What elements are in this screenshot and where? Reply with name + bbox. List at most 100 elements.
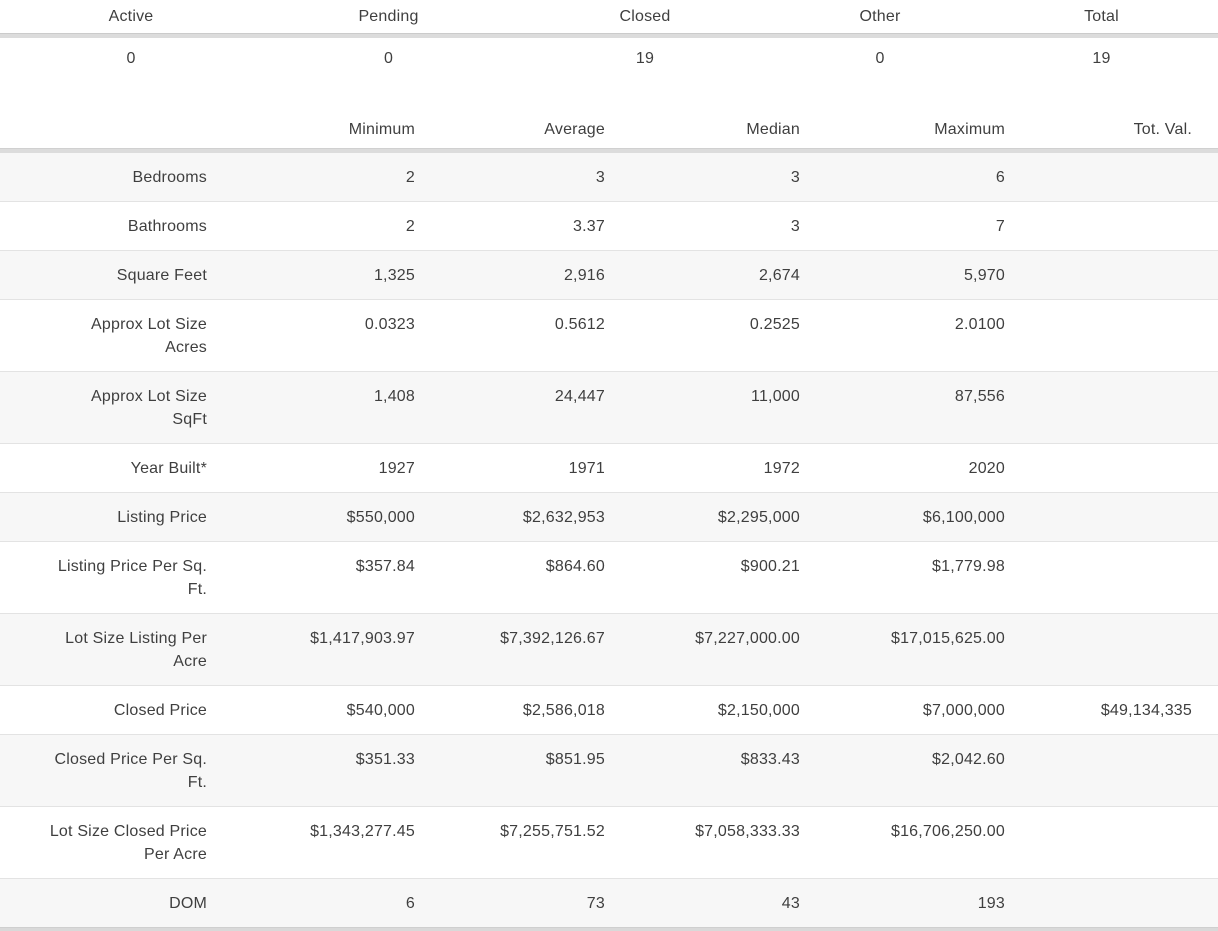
minimum-cell: $357.84 [215,542,425,614]
average-cell: $864.60 [425,542,615,614]
stats-header-minimum: Minimum [215,103,425,149]
summary-count-active: 0 [0,38,262,79]
minimum-cell: 0.0323 [215,300,425,372]
average-cell: $851.95 [425,735,615,807]
total-value-cell [1015,202,1218,251]
median-cell: 0.2525 [615,300,810,372]
total-value-cell [1015,542,1218,614]
average-cell: 2,916 [425,251,615,300]
row-label: Year Built* [0,444,215,493]
total-value-cell [1015,807,1218,879]
minimum-cell: 6 [215,879,425,928]
row-label: Lot Size Listing Per Acre [0,614,215,686]
listing-status-summary-table: Active Pending Closed Other Total 0 0 19… [0,0,1218,79]
summary-header-active: Active [0,0,262,34]
table-row-approx-lot-size-sqft: Approx Lot Size SqFt 1,408 24,447 11,000… [0,372,1218,444]
average-cell: 24,447 [425,372,615,444]
summary-count-pending: 0 [262,38,515,79]
maximum-cell: 87,556 [810,372,1015,444]
summary-header-row: Active Pending Closed Other Total [0,0,1218,34]
table-row-square-feet: Square Feet 1,325 2,916 2,674 5,970 [0,251,1218,300]
average-cell: $7,392,126.67 [425,614,615,686]
table-row-listing-price: Listing Price $550,000 $2,632,953 $2,295… [0,493,1218,542]
summary-header-other: Other [775,0,985,34]
minimum-cell: $540,000 [215,686,425,735]
maximum-cell: $17,015,625.00 [810,614,1015,686]
summary-count-total: 19 [985,38,1218,79]
maximum-cell: 6 [810,153,1015,202]
average-cell: $2,586,018 [425,686,615,735]
summary-header-total: Total [985,0,1218,34]
minimum-cell: 2 [215,153,425,202]
table-row-lot-size-closed-price-per-acre: Lot Size Closed Price Per Acre $1,343,27… [0,807,1218,879]
row-label: DOM [0,879,215,928]
median-cell: $7,227,000.00 [615,614,810,686]
average-cell: $7,255,751.52 [425,807,615,879]
maximum-cell: 7 [810,202,1015,251]
total-value-cell [1015,153,1218,202]
table-row-listing-price-per-sqft: Listing Price Per Sq. Ft. $357.84 $864.6… [0,542,1218,614]
total-value-cell [1015,300,1218,372]
median-cell: 43 [615,879,810,928]
median-cell: 1972 [615,444,810,493]
average-cell: 0.5612 [425,300,615,372]
row-label: Listing Price [0,493,215,542]
median-cell: 2,674 [615,251,810,300]
row-label: Square Feet [0,251,215,300]
row-label: Listing Price Per Sq. Ft. [0,542,215,614]
maximum-cell: 2020 [810,444,1015,493]
maximum-cell: $1,779.98 [810,542,1015,614]
row-label: Approx Lot Size Acres [0,300,215,372]
maximum-cell: 5,970 [810,251,1015,300]
summary-count-closed: 19 [515,38,775,79]
table-row-closed-price-per-sqft: Closed Price Per Sq. Ft. $351.33 $851.95… [0,735,1218,807]
row-label: Approx Lot Size SqFt [0,372,215,444]
median-cell: 11,000 [615,372,810,444]
table-row-bathrooms: Bathrooms 2 3.37 3 7 [0,202,1218,251]
total-value-cell [1015,879,1218,928]
stats-header-maximum: Maximum [810,103,1015,149]
minimum-cell: 1,408 [215,372,425,444]
median-cell: $2,295,000 [615,493,810,542]
stats-bottom-divider [0,928,1218,931]
divider-bar [0,928,1218,931]
maximum-cell: 193 [810,879,1015,928]
median-cell: $900.21 [615,542,810,614]
summary-count-row: 0 0 19 0 19 [0,38,1218,79]
median-cell: $833.43 [615,735,810,807]
maximum-cell: $16,706,250.00 [810,807,1015,879]
minimum-cell: 2 [215,202,425,251]
stats-header-median: Median [615,103,810,149]
median-cell: $2,150,000 [615,686,810,735]
row-label: Closed Price Per Sq. Ft. [0,735,215,807]
average-cell: 3 [425,153,615,202]
average-cell: 3.37 [425,202,615,251]
table-row-year-built: Year Built* 1927 1971 1972 2020 [0,444,1218,493]
stats-header-row: Minimum Average Median Maximum Tot. Val. [0,103,1218,149]
maximum-cell: 2.0100 [810,300,1015,372]
maximum-cell: $2,042.60 [810,735,1015,807]
row-label: Bathrooms [0,202,215,251]
total-value-cell [1015,251,1218,300]
median-cell: 3 [615,202,810,251]
stats-header-average: Average [425,103,615,149]
row-label: Bedrooms [0,153,215,202]
stats-header-metric [0,103,215,149]
median-cell: 3 [615,153,810,202]
minimum-cell: $1,417,903.97 [215,614,425,686]
maximum-cell: $7,000,000 [810,686,1015,735]
table-row-approx-lot-size-acres: Approx Lot Size Acres 0.0323 0.5612 0.25… [0,300,1218,372]
total-value-cell [1015,372,1218,444]
table-row-closed-price: Closed Price $540,000 $2,586,018 $2,150,… [0,686,1218,735]
average-cell: 73 [425,879,615,928]
table-gap [0,79,1218,103]
row-label: Closed Price [0,686,215,735]
table-row-dom: DOM 6 73 43 193 [0,879,1218,928]
average-cell: 1971 [425,444,615,493]
summary-count-other: 0 [775,38,985,79]
stats-header-total-value: Tot. Val. [1015,103,1218,149]
minimum-cell: 1,325 [215,251,425,300]
minimum-cell: $351.33 [215,735,425,807]
total-value-cell [1015,735,1218,807]
total-value-cell [1015,614,1218,686]
